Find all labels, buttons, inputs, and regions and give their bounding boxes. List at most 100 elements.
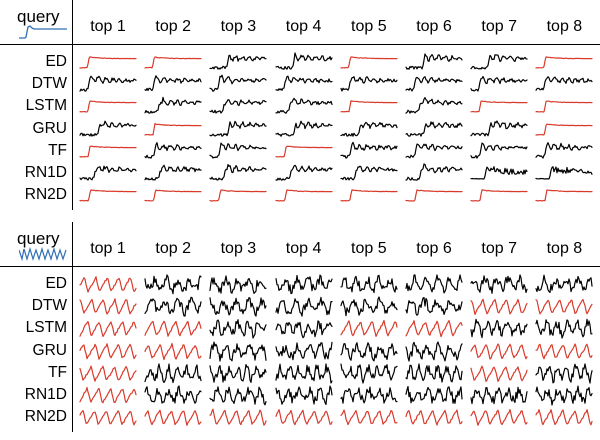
nonmatching-series-line — [405, 163, 463, 181]
result-thumbnail — [144, 409, 202, 427]
result-thumbnail — [470, 142, 528, 159]
column-header-2: top 2 — [155, 240, 191, 257]
result-thumbnail — [144, 321, 202, 338]
result-thumbnail — [470, 54, 528, 70]
result-thumbnail — [535, 274, 593, 293]
result-thumbnail — [144, 342, 202, 360]
result-thumbnail — [535, 363, 593, 384]
nonmatching-series-line — [340, 121, 398, 137]
result-thumbnail — [209, 319, 267, 339]
matching-series-line — [79, 365, 137, 382]
result-thumbnail — [209, 275, 267, 294]
result-thumbnail — [535, 299, 593, 315]
result-thumbnail — [340, 121, 398, 137]
result-thumbnail — [470, 365, 528, 382]
row-label-dtw: DTW — [31, 297, 67, 315]
row-label-lstm: LSTM — [25, 319, 67, 337]
result-thumbnail — [209, 54, 267, 70]
matching-series-line — [274, 189, 333, 202]
nonmatching-series-line — [79, 165, 137, 181]
nonmatching-series-line — [535, 274, 593, 293]
column-header-8: top 8 — [546, 240, 583, 257]
result-thumbnail — [274, 320, 333, 339]
result-thumbnail — [470, 342, 528, 360]
result-thumbnail — [470, 274, 528, 294]
nonmatching-series-line — [535, 363, 593, 384]
nonmatching-series-line — [470, 386, 528, 405]
column-header-3: top 3 — [220, 240, 257, 257]
result-thumbnail — [340, 386, 398, 404]
nonmatching-series-line — [470, 76, 528, 92]
result-thumbnail — [405, 76, 463, 92]
nonmatching-series-line — [274, 120, 333, 137]
matching-series-line — [144, 321, 202, 338]
result-thumbnail — [79, 365, 137, 382]
result-thumbnail — [405, 120, 463, 137]
matching-series-line — [405, 409, 463, 426]
nonmatching-series-line — [144, 164, 202, 181]
matching-series-line — [340, 320, 398, 338]
column-divider — [72, 222, 73, 432]
nonmatching-series-line — [535, 319, 593, 339]
result-thumbnail — [79, 145, 137, 158]
matching-series-line — [340, 100, 398, 113]
result-thumbnail — [209, 120, 267, 137]
matching-series-line — [274, 145, 333, 158]
matching-series-line — [535, 342, 593, 359]
nonmatching-series-line — [274, 385, 333, 406]
result-thumbnail — [274, 409, 333, 426]
result-thumbnail — [340, 320, 398, 338]
nonmatching-series-line — [274, 363, 333, 384]
matching-series-line — [405, 320, 463, 338]
result-thumbnail — [209, 297, 267, 317]
result-thumbnail — [144, 189, 202, 202]
nonmatching-series-line — [209, 297, 267, 317]
periodic-sawtooth-query-plot — [19, 247, 67, 261]
result-thumbnail — [405, 320, 463, 338]
result-thumbnail — [274, 341, 333, 360]
row-label-rn2d: RN2D — [24, 186, 67, 204]
nonmatching-series-line — [470, 319, 528, 339]
nonmatching-series-line — [340, 386, 398, 404]
matching-series-line — [144, 56, 202, 69]
result-thumbnail — [144, 97, 202, 115]
row-label-lstm: LSTM — [25, 97, 67, 115]
result-thumbnail — [209, 341, 267, 362]
nonmatching-series-line — [144, 385, 202, 404]
matching-series-line — [79, 298, 137, 315]
result-thumbnail — [274, 164, 333, 181]
result-thumbnail — [470, 119, 528, 137]
nonmatching-series-line — [535, 385, 593, 406]
result-thumbnail — [340, 56, 398, 69]
result-thumbnail — [79, 410, 137, 426]
nonmatching-series-line — [274, 341, 333, 360]
result-thumbnail — [144, 56, 202, 69]
nonmatching-series-line — [535, 166, 593, 180]
result-thumbnail — [144, 122, 202, 136]
result-thumbnail — [535, 141, 593, 159]
row-label-tf: TF — [48, 363, 67, 381]
matching-series-line — [340, 409, 398, 426]
nonmatching-series-line — [405, 76, 463, 92]
nonmatching-series-line — [144, 75, 202, 92]
result-thumbnail — [405, 189, 463, 202]
query-series-line — [19, 25, 67, 39]
nonmatching-series-line — [209, 142, 267, 159]
matching-series-line — [535, 409, 593, 426]
result-thumbnail — [144, 141, 202, 159]
nonmatching-series-line — [405, 143, 463, 159]
matching-series-line — [144, 189, 202, 202]
column-divider — [72, 0, 73, 210]
column-header-6: top 6 — [416, 18, 452, 35]
result-thumbnail — [274, 363, 333, 384]
matching-series-line — [405, 189, 463, 202]
matching-series-line — [470, 409, 528, 427]
nonmatching-series-line — [340, 76, 398, 92]
result-thumbnail — [274, 145, 333, 158]
result-thumbnail — [79, 342, 137, 360]
nonmatching-series-line — [340, 341, 398, 362]
nonmatching-series-line — [209, 319, 267, 339]
result-thumbnail — [405, 340, 463, 362]
result-thumbnail — [144, 274, 202, 295]
nonmatching-series-line — [144, 141, 202, 159]
